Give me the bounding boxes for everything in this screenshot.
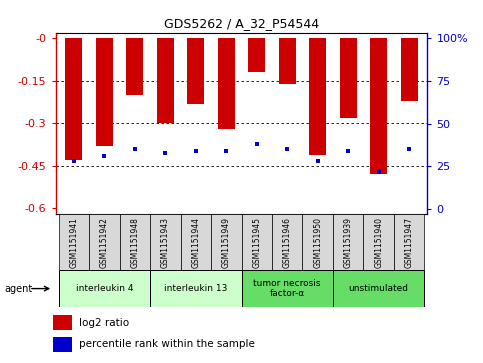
Title: GDS5262 / A_32_P54544: GDS5262 / A_32_P54544 xyxy=(164,17,319,30)
Point xyxy=(161,150,169,155)
Point xyxy=(222,148,230,154)
Bar xyxy=(272,214,302,270)
Bar xyxy=(401,38,417,101)
Point xyxy=(344,148,352,154)
Bar xyxy=(218,38,235,129)
Point xyxy=(131,146,139,152)
Text: percentile rank within the sample: percentile rank within the sample xyxy=(79,339,255,349)
Text: GSM1151940: GSM1151940 xyxy=(374,217,383,268)
Text: GSM1151941: GSM1151941 xyxy=(70,217,78,268)
Bar xyxy=(66,38,82,160)
Point xyxy=(253,141,261,147)
Text: GSM1151948: GSM1151948 xyxy=(130,217,139,268)
Bar xyxy=(187,38,204,103)
Bar xyxy=(333,214,363,270)
Text: GSM1151939: GSM1151939 xyxy=(344,217,353,268)
Bar xyxy=(242,270,333,307)
Text: GSM1151950: GSM1151950 xyxy=(313,217,322,268)
Bar xyxy=(53,337,72,352)
Text: GSM1151949: GSM1151949 xyxy=(222,217,231,268)
Bar xyxy=(333,270,425,307)
Bar xyxy=(309,38,326,155)
Point xyxy=(405,146,413,152)
Bar xyxy=(58,270,150,307)
Bar xyxy=(157,38,174,123)
Text: GSM1151945: GSM1151945 xyxy=(252,217,261,268)
Bar xyxy=(181,214,211,270)
Point xyxy=(375,169,383,175)
Bar xyxy=(370,38,387,175)
Bar xyxy=(150,214,181,270)
Bar xyxy=(211,214,242,270)
Bar xyxy=(248,38,265,72)
Bar xyxy=(120,214,150,270)
Text: tumor necrosis
factor-α: tumor necrosis factor-α xyxy=(254,279,321,298)
Bar xyxy=(89,214,120,270)
Text: interleukin 4: interleukin 4 xyxy=(75,284,133,293)
Bar xyxy=(363,214,394,270)
Text: GSM1151946: GSM1151946 xyxy=(283,217,292,268)
Text: agent: agent xyxy=(5,284,33,294)
Text: log2 ratio: log2 ratio xyxy=(79,318,129,327)
Bar xyxy=(340,38,356,118)
Text: unstimulated: unstimulated xyxy=(349,284,409,293)
Text: GSM1151944: GSM1151944 xyxy=(191,217,200,268)
Bar xyxy=(58,214,89,270)
Point xyxy=(192,148,199,154)
Point xyxy=(284,146,291,152)
Text: GSM1151947: GSM1151947 xyxy=(405,217,413,268)
Bar xyxy=(242,214,272,270)
Text: GSM1151943: GSM1151943 xyxy=(161,217,170,268)
Bar xyxy=(127,38,143,95)
Bar xyxy=(302,214,333,270)
Text: GSM1151942: GSM1151942 xyxy=(100,217,109,268)
Bar xyxy=(394,214,425,270)
Point xyxy=(70,159,78,164)
Bar xyxy=(96,38,113,146)
Bar xyxy=(279,38,296,84)
Bar xyxy=(150,270,242,307)
Point xyxy=(100,153,108,159)
Point xyxy=(314,159,322,164)
Text: interleukin 13: interleukin 13 xyxy=(164,284,227,293)
Bar xyxy=(53,315,72,330)
